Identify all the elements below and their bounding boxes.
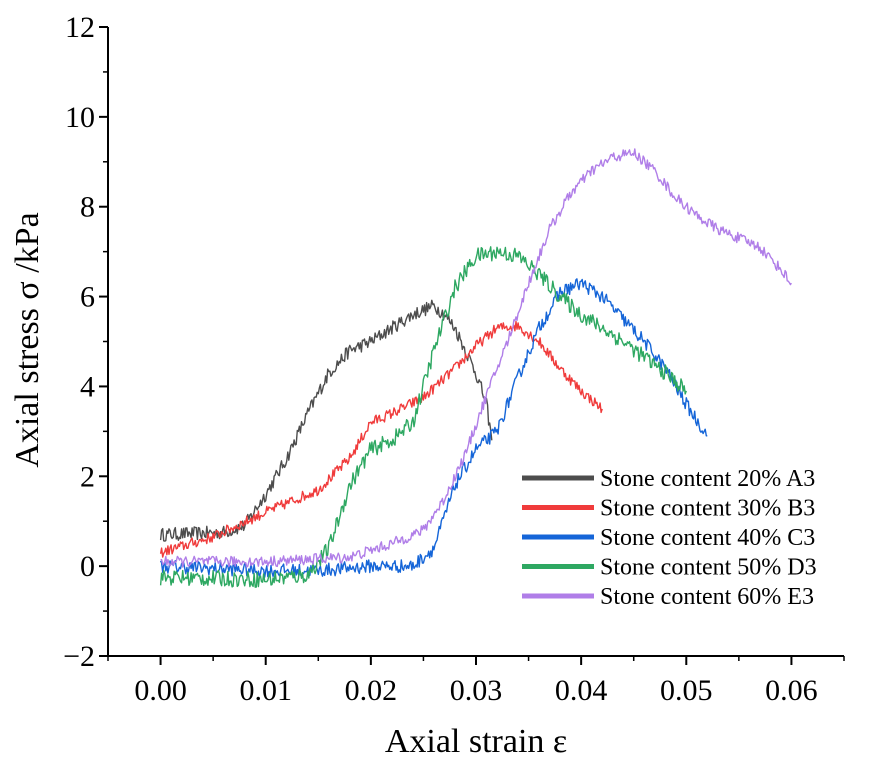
x-tick-label: 0.03 — [450, 674, 503, 707]
y-tick-label: 2 — [80, 460, 95, 493]
y-tick-label: 12 — [65, 11, 95, 44]
x-tick-label: 0.05 — [660, 674, 713, 707]
legend-label-1: Stone content 20% A3 — [600, 466, 815, 492]
series-line-3 — [159, 278, 708, 578]
x-tick-label: 0.02 — [345, 674, 398, 707]
x-tick-label: 0.06 — [765, 674, 818, 707]
legend-label-5: Stone content 60% E3 — [600, 584, 814, 610]
y-tick-label: 6 — [80, 281, 95, 314]
legend-label-2: Stone content 30% B3 — [600, 496, 815, 522]
series-line-2 — [159, 320, 603, 558]
axes-layer: −2 0 2 4 6 8 10 12 0.00 0.01 0.02 0.03 0.04 0.05 0.06 — [63, 11, 845, 707]
x-tick-label: 0.00 — [134, 674, 187, 707]
series-layer — [159, 148, 792, 588]
x-tick-label: 0.01 — [239, 674, 292, 707]
y-tick-label: 0 — [80, 550, 95, 583]
legend: Stone content 20% A3 Stone content 30% B3… — [522, 466, 817, 610]
y-tick-label: 10 — [65, 101, 95, 134]
series-line-5 — [160, 148, 792, 568]
legend-label-3: Stone content 40% C3 — [600, 525, 815, 551]
y-tick-label: −2 — [63, 640, 95, 673]
y-axis-title: Axial stress σ /kPa — [9, 212, 46, 467]
x-tick-label: 0.04 — [555, 674, 608, 707]
y-tick-label: 8 — [80, 191, 95, 224]
y-tick-label: 4 — [80, 370, 95, 403]
x-axis-title: Axial strain ε — [385, 723, 567, 760]
legend-label-4: Stone content 50% D3 — [600, 555, 817, 581]
series-line-4 — [159, 246, 687, 588]
